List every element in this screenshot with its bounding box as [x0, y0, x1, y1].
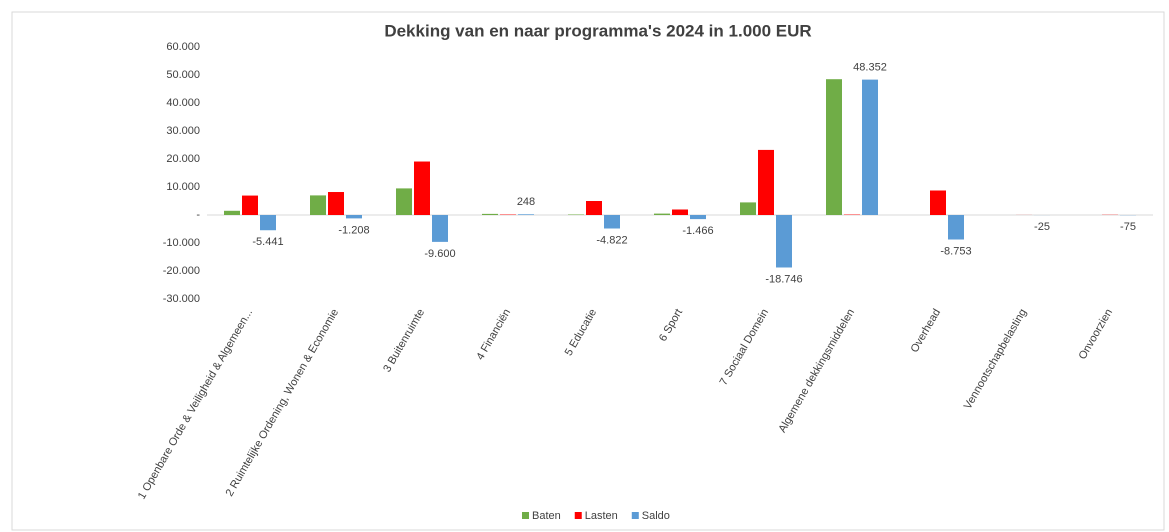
bar [518, 214, 534, 215]
bar [948, 215, 964, 240]
data-label: -1.466 [682, 225, 713, 237]
bar [740, 202, 756, 215]
y-tick-label: 20.000 [166, 153, 200, 165]
bar [672, 209, 688, 215]
bar [482, 213, 498, 215]
data-label: -1.208 [338, 224, 369, 236]
y-tick-label: 40.000 [166, 97, 200, 109]
bar [586, 201, 602, 215]
bar [654, 213, 670, 215]
legend-label: Baten [532, 510, 561, 522]
bar [346, 215, 362, 219]
y-tick-label: -30.000 [163, 293, 200, 305]
y-tick-label: 50.000 [166, 69, 200, 81]
bar [862, 79, 878, 215]
y-tick-label: 60.000 [166, 41, 200, 53]
bar [690, 215, 706, 220]
bar [776, 215, 792, 268]
bar [604, 215, 620, 229]
bar [432, 215, 448, 242]
legend-label: Lasten [585, 510, 618, 522]
data-label: -8.753 [940, 245, 971, 257]
data-label: 48.352 [853, 62, 887, 74]
y-tick-label: -20.000 [163, 265, 200, 277]
y-tick-label: 30.000 [166, 125, 200, 137]
data-label: -75 [1120, 221, 1136, 233]
chart-border [11, 11, 1165, 531]
bar [826, 79, 842, 215]
data-label: -25 [1034, 221, 1050, 233]
bar [328, 192, 344, 215]
legend-swatch [574, 512, 582, 519]
chart-title: Dekking van en naar programma's 2024 in … [384, 21, 811, 40]
bar [396, 188, 412, 215]
y-tick-label: - [196, 209, 200, 221]
data-label: -4.822 [596, 234, 627, 246]
data-label: -5.441 [252, 236, 283, 248]
bar [310, 195, 326, 215]
bar [414, 161, 430, 215]
bar [224, 210, 240, 215]
bar [242, 195, 258, 215]
bar [930, 190, 946, 215]
y-tick-label: -10.000 [163, 237, 200, 249]
data-label: -9.600 [424, 248, 455, 260]
bar [260, 215, 276, 231]
legend-swatch [522, 512, 529, 519]
data-label: 248 [517, 196, 535, 208]
legend-swatch [631, 512, 639, 519]
data-label: -18.746 [765, 273, 802, 285]
y-tick-label: 10.000 [166, 181, 200, 193]
legend-label: Saldo [642, 510, 670, 522]
bar [758, 149, 774, 215]
